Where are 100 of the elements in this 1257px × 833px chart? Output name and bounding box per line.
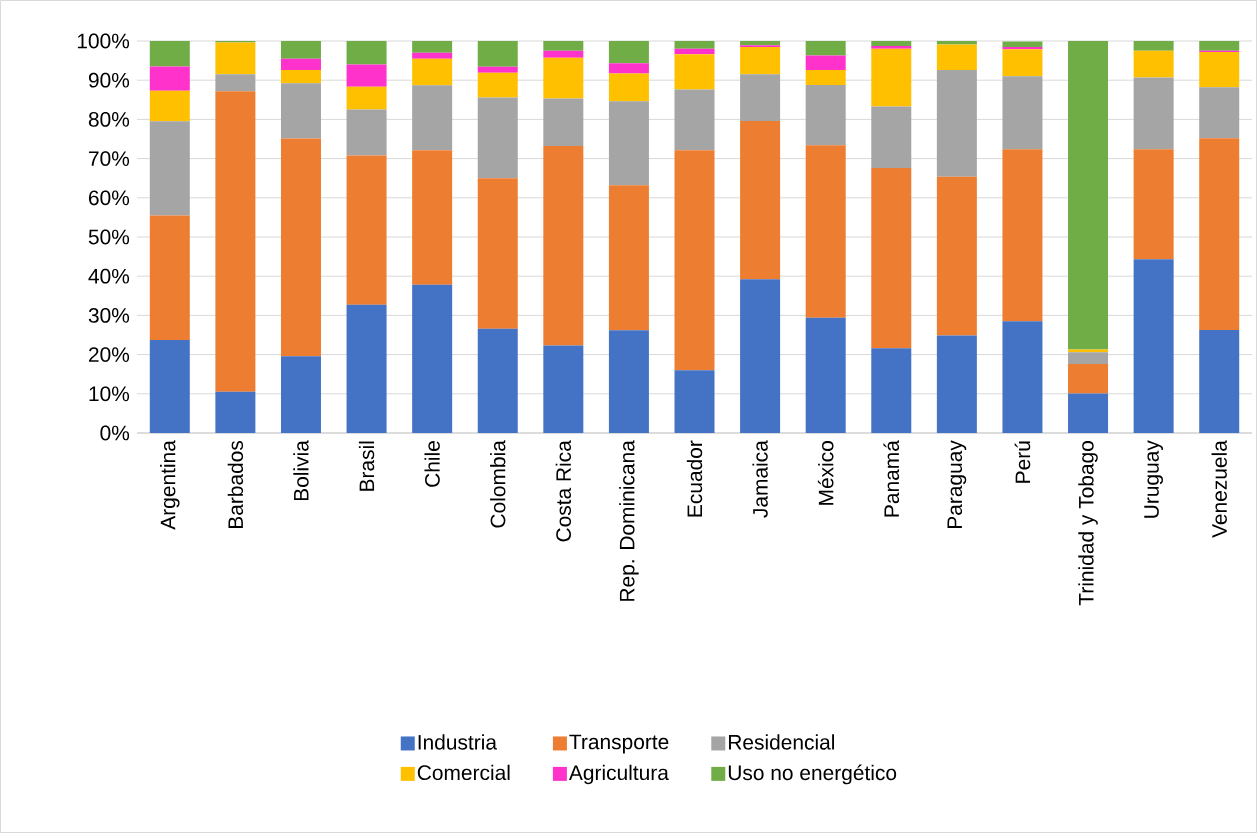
y-tick-label: 100% xyxy=(77,33,130,49)
bar xyxy=(805,70,846,85)
bar xyxy=(608,101,649,186)
x-tick-label: Brasil xyxy=(358,441,375,491)
bar xyxy=(805,145,846,318)
bar xyxy=(543,146,584,346)
bar xyxy=(543,57,584,99)
bar xyxy=(936,41,977,45)
bar xyxy=(740,46,781,75)
bar xyxy=(280,83,321,139)
bar xyxy=(674,89,715,151)
bar xyxy=(346,109,387,156)
bar xyxy=(871,168,912,349)
bar xyxy=(608,185,649,331)
bar xyxy=(608,330,649,433)
bar xyxy=(149,121,190,216)
legend-label: Agricultura xyxy=(568,764,669,785)
x-tick-label: Chile xyxy=(424,441,440,487)
bar xyxy=(1133,259,1174,433)
y-tick-label: 0% xyxy=(100,425,130,441)
y-tick-label: 50% xyxy=(88,229,130,245)
bar xyxy=(1068,41,1109,350)
bar xyxy=(543,50,584,58)
bar xyxy=(1002,149,1043,322)
bar xyxy=(477,328,518,433)
x-tick-label: Perú xyxy=(1014,441,1031,483)
bar xyxy=(1199,87,1240,139)
x-tick-label: Argentina xyxy=(160,440,180,530)
bar xyxy=(1133,149,1174,260)
bar xyxy=(412,52,453,59)
bar xyxy=(936,335,977,433)
x-tick-label: Barbados xyxy=(227,440,244,529)
bar xyxy=(1002,49,1043,77)
bar xyxy=(215,91,256,392)
y-tick-label: 40% xyxy=(88,268,130,284)
bar xyxy=(674,370,715,433)
bar xyxy=(543,345,584,433)
bar xyxy=(215,391,256,433)
bar xyxy=(936,176,977,336)
bar xyxy=(346,155,387,305)
legend-label: Residencial xyxy=(728,734,834,750)
bar xyxy=(412,58,453,86)
bar xyxy=(412,41,453,53)
bar xyxy=(280,70,321,84)
bar xyxy=(412,284,453,433)
bar xyxy=(674,150,715,371)
bar xyxy=(477,97,518,179)
bar xyxy=(740,120,781,280)
bar xyxy=(346,86,387,110)
bar xyxy=(740,279,781,433)
bar xyxy=(280,41,321,59)
bar xyxy=(936,44,977,70)
bar xyxy=(871,46,912,49)
bar xyxy=(280,138,321,357)
bar xyxy=(608,41,649,64)
x-tick-label: Bolivia xyxy=(293,440,309,501)
y-tick-label: 10% xyxy=(89,386,130,402)
legend-label: Transporte xyxy=(569,734,669,754)
bar xyxy=(1068,393,1109,433)
bar xyxy=(871,41,912,47)
bar xyxy=(477,72,518,98)
bar xyxy=(412,150,453,285)
bar xyxy=(215,74,256,92)
bar xyxy=(871,48,912,107)
x-tick-label: Ecuador xyxy=(686,440,703,517)
bar xyxy=(477,178,518,329)
bar xyxy=(543,98,584,147)
bar xyxy=(346,64,387,87)
bar xyxy=(149,41,190,67)
x-tick-label: Paraguay xyxy=(947,440,967,529)
bar xyxy=(608,73,649,102)
bar xyxy=(871,348,912,433)
y-tick-label: 70% xyxy=(89,151,130,166)
bar xyxy=(149,215,190,341)
bar xyxy=(805,84,846,146)
bar xyxy=(1199,138,1240,330)
bar xyxy=(674,54,715,90)
x-tick-label: Rep. Dominicana xyxy=(619,440,639,601)
bar xyxy=(215,42,256,75)
bar xyxy=(740,74,781,121)
bar xyxy=(1068,352,1109,365)
bar xyxy=(477,41,518,67)
bar xyxy=(1199,51,1240,88)
bar xyxy=(149,90,190,122)
bar xyxy=(871,106,912,168)
y-tick-label: 60% xyxy=(89,190,130,206)
x-tick-label: Costa Rica xyxy=(555,440,572,542)
bar xyxy=(1002,41,1043,47)
bar xyxy=(1199,329,1240,433)
bar xyxy=(280,356,321,433)
bar xyxy=(346,41,387,65)
bar xyxy=(805,317,846,433)
y-tick-label: 20% xyxy=(89,347,130,362)
bar xyxy=(412,85,453,151)
bar xyxy=(149,66,190,91)
bar xyxy=(280,58,321,70)
legend-label: Comercial xyxy=(417,764,510,781)
y-tick-label: 90% xyxy=(88,72,130,88)
x-tick-label: Jamaica xyxy=(752,440,768,518)
x-tick-label: Uruguay xyxy=(1144,440,1163,518)
